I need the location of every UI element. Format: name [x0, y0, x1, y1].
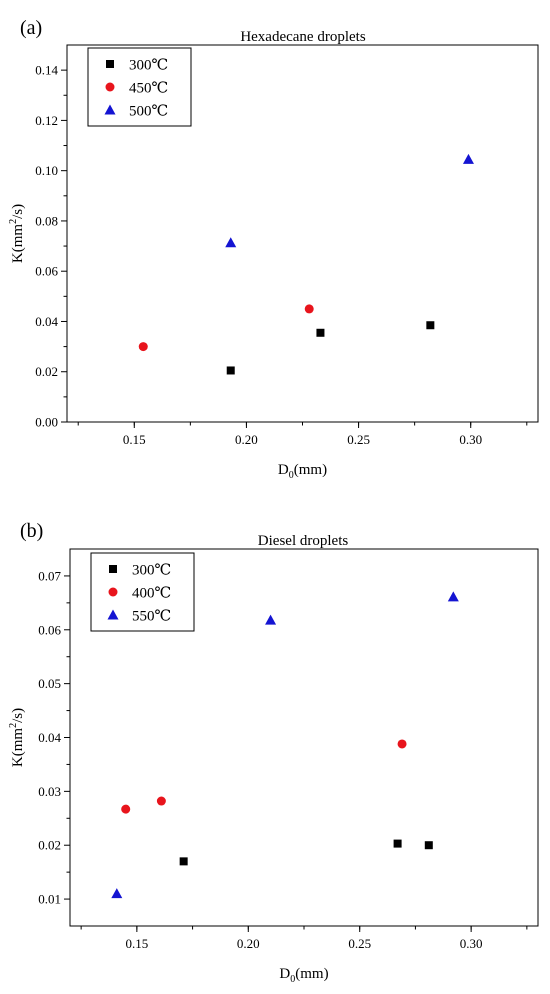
marks-layer [138, 153, 474, 375]
x-tick-label: 0.30 [460, 936, 483, 951]
data-point [225, 237, 237, 248]
tick-layer: 0.15 0.20 0.25 0.30 0.01 0.02 0.03 0.04 0.05 0.06… [38, 568, 528, 951]
legend-label: 300℃ [132, 563, 171, 579]
marks-layer [111, 591, 459, 899]
y-axis-label-main: K(mm [10, 728, 26, 767]
legend-marker [109, 565, 117, 573]
data-point [424, 841, 433, 850]
legend-marker [105, 82, 115, 92]
y-tick-label: 0.04 [38, 730, 61, 745]
y-axis-label: K(mm2/s) [8, 204, 26, 263]
y-tick-label: 0.05 [38, 676, 61, 691]
x-tick-label: 0.30 [459, 432, 482, 447]
data-point [138, 342, 148, 352]
x-axis-label: D0(mm) [278, 462, 327, 481]
data-point [226, 366, 235, 375]
data-point [265, 614, 277, 625]
y-tick-label: 0.10 [35, 163, 58, 178]
y-axis-label-superscript: 2 [8, 723, 19, 728]
y-axis-label-unit: /s) [10, 708, 26, 723]
y-tick-label: 0.08 [35, 213, 58, 228]
data-point [316, 328, 325, 337]
y-axis-label-main: K(mm [10, 224, 26, 263]
x-tick-label: 0.25 [347, 432, 370, 447]
data-point [121, 804, 131, 814]
legend-label: 500℃ [129, 104, 168, 120]
legend-box [87, 47, 192, 127]
chart-a: (a) Hexadecane droplets 0.15 0.20 0.25 0.30… [8, 17, 539, 481]
legend-marker [104, 104, 116, 115]
panel-label: (b) [20, 520, 43, 542]
data-point [426, 321, 435, 330]
y-tick-label: 0.02 [38, 838, 61, 853]
x-tick-label: 0.15 [123, 432, 146, 447]
chart-b: (b) Diesel droplets 0.15 0.20 0.25 0.30 0.01… [8, 520, 539, 985]
plot-frame [69, 548, 539, 927]
chart-title: Hexadecane droplets [240, 29, 366, 45]
legend-marker [108, 587, 118, 597]
x-axis-label-subscript: 0 [289, 470, 294, 481]
y-tick-label: 0.03 [38, 784, 61, 799]
y-tick-label: 0.06 [38, 622, 61, 637]
x-axis-label-main: D [278, 462, 289, 478]
x-axis-label-unit: (mm) [294, 462, 327, 478]
y-tick-label: 0.04 [35, 314, 58, 329]
x-axis-label-main: D [279, 966, 290, 982]
data-point [397, 739, 407, 749]
data-point [304, 304, 314, 314]
x-axis-label-unit: (mm) [295, 966, 328, 982]
x-tick-label: 0.15 [125, 936, 148, 951]
legend-marker [107, 609, 119, 620]
data-point [462, 153, 474, 164]
legend-label: 550℃ [132, 609, 171, 625]
data-point [156, 796, 166, 806]
data-point [111, 888, 123, 899]
legend-marker [106, 60, 114, 68]
y-axis-label-unit: /s) [10, 204, 26, 219]
legend: 300℃ 400℃ 550℃ [90, 552, 195, 632]
legend-label: 300℃ [129, 58, 168, 74]
x-axis-label: D0(mm) [279, 966, 328, 985]
data-point [393, 839, 402, 848]
y-axis-label: K(mm2/s) [8, 708, 26, 767]
tick-layer: 0.15 0.20 0.25 0.30 0.00 0.02 0.04 0.06 0.08 0.10… [35, 63, 528, 447]
plot-frame [66, 44, 539, 423]
y-axis-label-superscript: 2 [8, 219, 19, 224]
y-tick-label: 0.06 [35, 264, 58, 279]
x-axis-label-subscript: 0 [290, 974, 295, 985]
y-tick-label: 0.02 [35, 364, 58, 379]
legend-box [90, 552, 195, 632]
x-tick-label: 0.20 [235, 432, 258, 447]
data-point [447, 591, 459, 602]
x-tick-label: 0.25 [348, 936, 371, 951]
y-tick-label: 0.14 [35, 63, 58, 78]
chart-title: Diesel droplets [258, 533, 349, 549]
y-tick-label: 0.12 [35, 113, 58, 128]
panel-label: (a) [20, 17, 42, 39]
legend: 300℃ 450℃ 500℃ [87, 47, 192, 127]
y-tick-label: 0.07 [38, 568, 61, 583]
y-tick-label: 0.00 [35, 415, 58, 430]
legend-label: 450℃ [129, 81, 168, 97]
data-point [179, 857, 188, 866]
y-tick-label: 0.01 [38, 892, 61, 907]
x-tick-label: 0.20 [237, 936, 260, 951]
legend-label: 400℃ [132, 586, 171, 602]
